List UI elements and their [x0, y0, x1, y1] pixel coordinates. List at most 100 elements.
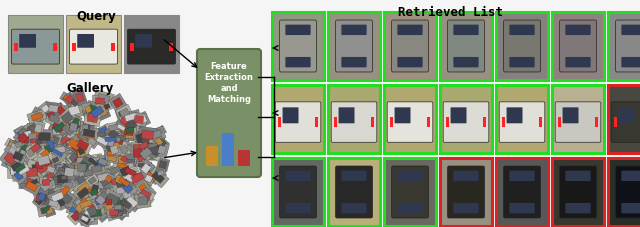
Bar: [121, 191, 143, 212]
Bar: [152, 128, 163, 137]
FancyBboxPatch shape: [509, 57, 534, 67]
FancyBboxPatch shape: [616, 20, 640, 72]
Bar: [122, 141, 140, 157]
Bar: [71, 199, 88, 217]
Bar: [113, 184, 128, 197]
Bar: [150, 142, 163, 152]
Bar: [43, 170, 58, 182]
Bar: [78, 170, 86, 177]
Bar: [131, 172, 144, 184]
Bar: [86, 110, 96, 119]
Bar: [37, 155, 51, 166]
Text: Retrieved List: Retrieved List: [397, 6, 502, 19]
Bar: [138, 155, 145, 162]
FancyBboxPatch shape: [619, 107, 634, 123]
Bar: [135, 142, 157, 164]
FancyBboxPatch shape: [127, 29, 175, 64]
Bar: [134, 153, 148, 165]
Bar: [49, 172, 67, 189]
Bar: [72, 117, 79, 125]
Bar: [104, 197, 114, 207]
Bar: [98, 106, 108, 116]
Bar: [98, 191, 108, 202]
Bar: [99, 131, 105, 136]
Bar: [614, 117, 617, 127]
Bar: [86, 101, 109, 122]
Bar: [132, 142, 154, 163]
Bar: [105, 175, 113, 183]
Bar: [427, 117, 430, 127]
Bar: [1, 154, 20, 171]
FancyBboxPatch shape: [135, 34, 152, 48]
Bar: [53, 122, 65, 133]
Bar: [23, 175, 35, 189]
Bar: [83, 201, 94, 209]
Bar: [65, 149, 81, 165]
Bar: [147, 167, 169, 188]
Bar: [40, 149, 50, 158]
Bar: [5, 158, 16, 167]
Bar: [117, 206, 124, 211]
Bar: [54, 43, 57, 51]
Bar: [44, 109, 58, 121]
Bar: [61, 193, 73, 204]
FancyBboxPatch shape: [392, 20, 428, 72]
Bar: [68, 154, 79, 163]
Bar: [21, 169, 33, 177]
Bar: [49, 118, 70, 137]
Bar: [222, 133, 234, 166]
Bar: [11, 161, 22, 172]
Bar: [49, 144, 69, 156]
Bar: [17, 129, 26, 140]
Bar: [90, 191, 112, 209]
Bar: [64, 101, 84, 120]
Bar: [28, 179, 38, 187]
Bar: [95, 98, 104, 104]
Bar: [102, 180, 111, 189]
Bar: [137, 126, 158, 144]
Bar: [136, 180, 150, 193]
Bar: [496, 85, 548, 153]
Bar: [49, 154, 62, 166]
Bar: [104, 135, 118, 151]
FancyBboxPatch shape: [285, 203, 310, 213]
Bar: [37, 146, 53, 162]
Bar: [113, 160, 133, 172]
Bar: [125, 151, 141, 163]
FancyBboxPatch shape: [565, 57, 591, 67]
FancyBboxPatch shape: [447, 166, 484, 218]
Bar: [142, 161, 152, 175]
Bar: [131, 142, 142, 151]
Bar: [144, 168, 160, 185]
Bar: [19, 182, 28, 189]
Bar: [608, 85, 640, 153]
Bar: [539, 117, 542, 127]
Bar: [109, 200, 131, 221]
Bar: [42, 180, 51, 187]
Bar: [272, 158, 324, 226]
Bar: [43, 204, 56, 217]
Bar: [56, 165, 64, 173]
FancyBboxPatch shape: [335, 20, 372, 72]
Bar: [100, 193, 112, 206]
Bar: [93, 164, 105, 175]
Bar: [78, 198, 99, 211]
Bar: [84, 210, 93, 217]
Bar: [71, 165, 89, 180]
Bar: [552, 85, 604, 153]
Bar: [92, 191, 109, 209]
Bar: [77, 212, 92, 225]
Bar: [75, 196, 97, 212]
Bar: [107, 141, 122, 158]
Bar: [81, 207, 97, 219]
Bar: [46, 172, 55, 179]
Bar: [141, 130, 154, 140]
Bar: [32, 194, 46, 208]
Bar: [77, 164, 86, 172]
Bar: [11, 151, 25, 166]
Bar: [10, 149, 18, 155]
Bar: [90, 209, 102, 218]
Bar: [58, 123, 74, 135]
Bar: [47, 166, 55, 173]
Bar: [145, 175, 153, 183]
